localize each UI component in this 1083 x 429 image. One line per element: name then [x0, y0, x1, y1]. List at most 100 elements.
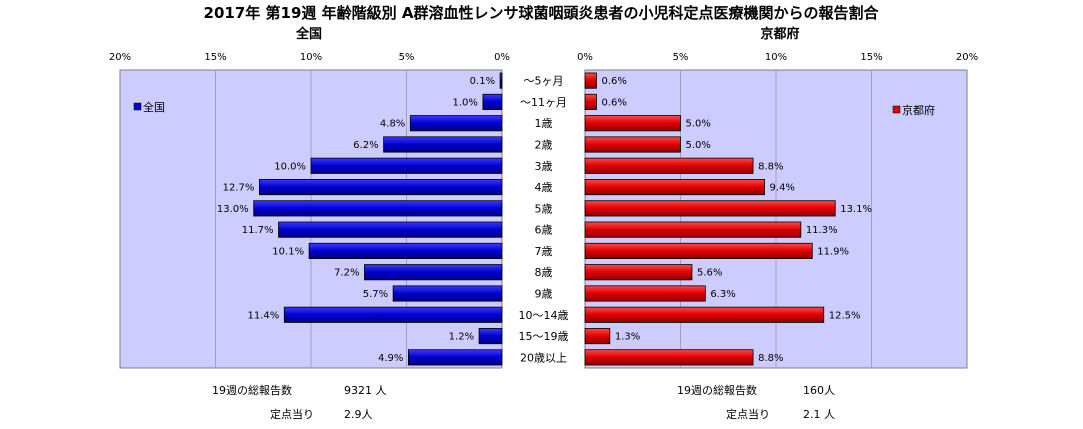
left-data-label: 12.7%: [223, 183, 255, 194]
left-bar: [409, 115, 503, 132]
category-label: 9歳: [535, 288, 553, 301]
left-bar: [278, 221, 503, 238]
right-bar: [584, 179, 765, 196]
right-bar: [584, 306, 825, 323]
right-data-label: 5.0%: [686, 140, 711, 151]
right-bar: [584, 285, 706, 302]
left-bar: [310, 157, 503, 174]
right-data-label: 1.3%: [615, 332, 640, 343]
left-bar: [283, 306, 503, 323]
left-bar: [482, 93, 503, 110]
right-data-label: 6.3%: [710, 289, 735, 300]
right-bars: 0.6% 0.6% 5.0% 5.0% 8.8% 9.4% 13.1%11.3% 11.9% 5…: [584, 72, 872, 366]
legend-left-swatch: [133, 102, 142, 111]
right-data-label: 12.5%: [829, 310, 861, 321]
legend-right-swatch: [892, 105, 901, 114]
right-bar: [584, 72, 597, 89]
category-label: 3歳: [535, 160, 553, 173]
left-data-label: 1.0%: [452, 97, 477, 108]
left-tick-label: 5%: [399, 52, 415, 63]
right-bar: [584, 328, 611, 345]
right-data-label: 0.6%: [601, 97, 626, 108]
right-data-label: 11.3%: [806, 225, 838, 236]
left-data-label: 4.9%: [378, 353, 403, 364]
right-bar: [584, 157, 754, 174]
left-panel-title: 全国: [295, 26, 322, 42]
category-label: 7歳: [535, 245, 553, 258]
legend-left-label: 全国: [143, 100, 165, 114]
right-per-site-value: 2.1 人: [803, 408, 835, 421]
right-panel-title: 京都府: [760, 26, 799, 42]
right-bar: [584, 349, 754, 366]
category-label: 8歳: [535, 266, 553, 279]
left-bars: 0.1% 1.0% 4.8%6.2% 10.0% 12.7% 13.0% 11.7% 10.1…: [217, 72, 503, 366]
right-data-label: 8.8%: [758, 161, 783, 172]
left-per-site-label: 定点当り: [270, 407, 314, 421]
category-label: 1歳: [535, 117, 553, 130]
left-data-label: 5.7%: [363, 289, 388, 300]
right-bar: [584, 93, 597, 110]
right-tick-label: 15%: [860, 52, 882, 63]
left-axis-ticks: 20% 15% 10% 5% 0%: [109, 52, 510, 63]
category-label: 4歳: [535, 181, 553, 194]
right-data-label: 5.0%: [686, 119, 711, 130]
right-tick-label: 5%: [673, 52, 689, 63]
left-data-label: 11.4%: [247, 310, 279, 321]
left-data-label: 7.2%: [334, 268, 359, 279]
right-bar: [584, 136, 681, 153]
right-data-label: 13.1%: [840, 204, 872, 215]
right-per-site-label: 定点当り: [726, 407, 770, 421]
left-bar: [364, 264, 503, 281]
left-bar: [478, 328, 503, 345]
left-per-site-value: 2.9人: [344, 408, 373, 421]
chart-title: 2017年 第19週 年齢階級別 A群溶血性レンサ球菌咽頭炎患者の小児科定点医療…: [204, 4, 880, 22]
right-total-value: 160人: [803, 384, 835, 397]
right-bar: [584, 115, 681, 132]
left-data-label: 6.2%: [353, 140, 378, 151]
left-total-label: 19週の総報告数: [212, 383, 292, 397]
category-label: 20歳以上: [520, 351, 567, 364]
right-tick-label: 20%: [956, 52, 978, 63]
right-bar: [584, 200, 836, 217]
left-data-label: 1.2%: [449, 332, 474, 343]
legend-right-label: 京都府: [902, 103, 935, 117]
right-bar: [584, 264, 693, 281]
category-label: 2歳: [535, 139, 553, 152]
left-data-label: 10.1%: [272, 246, 304, 257]
category-label: 5歳: [535, 202, 553, 215]
right-tick-label: 10%: [765, 52, 787, 63]
left-bar: [308, 242, 503, 259]
legend-right: 京都府: [892, 103, 935, 117]
right-bar: [584, 242, 813, 259]
left-tick-label: 0%: [494, 52, 510, 63]
right-data-label: 0.6%: [601, 76, 626, 87]
right-total-label: 19週の総報告数: [677, 383, 757, 397]
left-tick-label: 15%: [204, 52, 226, 63]
category-label: 6歳: [535, 224, 553, 237]
left-data-label: 0.1%: [470, 76, 495, 87]
right-axis-ticks: 0% 5% 10% 15% 20%: [577, 52, 978, 63]
left-data-label: 4.8%: [380, 119, 405, 130]
category-label: 15～19歳: [519, 330, 569, 343]
left-bar: [499, 72, 503, 89]
left-bar: [392, 285, 503, 302]
category-labels: ～5ヶ月 ～11ヶ月 1歳 2歳 3歳 4歳 5歳 6歳 7歳 8歳 9歳 10～14歳 15～19歳 2…: [519, 75, 569, 365]
right-data-label: 9.4%: [770, 183, 795, 194]
category-label: ～11ヶ月: [520, 96, 567, 109]
right-data-label: 5.6%: [697, 268, 722, 279]
right-tick-label: 0%: [577, 52, 593, 63]
legend-left: 全国: [133, 100, 165, 114]
right-data-label: 11.9%: [817, 246, 849, 257]
right-bar: [584, 221, 802, 238]
left-bar: [383, 136, 503, 153]
category-label: 10～14歳: [519, 309, 569, 322]
left-bar: [259, 179, 503, 196]
category-label: ～5ヶ月: [524, 75, 564, 88]
left-data-label: 11.7%: [242, 225, 274, 236]
left-data-label: 13.0%: [217, 204, 249, 215]
left-tick-label: 10%: [300, 52, 322, 63]
left-bar: [253, 200, 503, 217]
left-data-label: 10.0%: [274, 161, 306, 172]
left-bar: [408, 349, 503, 366]
